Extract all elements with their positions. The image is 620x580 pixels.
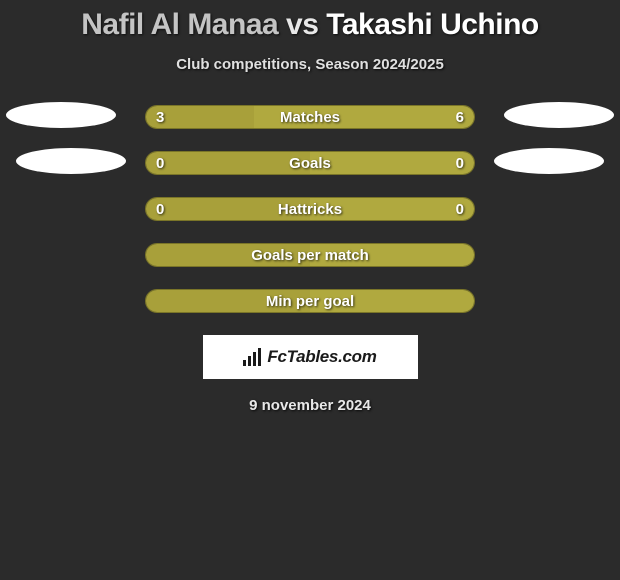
bar-left-segment [146, 290, 310, 312]
logo-bars-icon [243, 348, 261, 366]
bar-right-segment [254, 106, 474, 128]
stat-value-right: 0 [456, 198, 464, 220]
stat-row: Hattricks00 [0, 197, 620, 221]
logo-text: FcTables.com [267, 347, 376, 367]
stats-rows: Matches36Goals00Hattricks00Goals per mat… [0, 105, 620, 313]
stat-value-left: 0 [156, 152, 164, 174]
stat-value-left: 0 [156, 198, 164, 220]
subtitle: Club competitions, Season 2024/2025 [0, 56, 620, 73]
logo-box: FcTables.com [203, 335, 418, 379]
stat-row: Goals per match [0, 243, 620, 267]
stat-bar: Goals00 [145, 151, 475, 175]
bar-right-segment [310, 198, 474, 220]
stat-row: Goals00 [0, 151, 620, 175]
bar-right-segment [310, 244, 474, 266]
bar-left-segment [146, 198, 310, 220]
stat-row: Min per goal [0, 289, 620, 313]
bar-right-segment [310, 290, 474, 312]
player2-name: Takashi Uchino [326, 8, 539, 41]
stat-value-right: 6 [456, 106, 464, 128]
bar-left-segment [146, 244, 310, 266]
comparison-widget: Nafil Al Manaa vs Takashi Uchino Club co… [0, 0, 620, 414]
stat-value-right: 0 [456, 152, 464, 174]
stat-bar: Min per goal [145, 289, 475, 313]
bar-right-segment [310, 152, 474, 174]
stat-bar: Hattricks00 [145, 197, 475, 221]
stat-row: Matches36 [0, 105, 620, 129]
date-text: 9 november 2024 [0, 397, 620, 414]
vs-separator: vs [286, 8, 318, 41]
title: Nafil Al Manaa vs Takashi Uchino [0, 8, 620, 42]
stat-bar: Goals per match [145, 243, 475, 267]
player1-name: Nafil Al Manaa [81, 8, 278, 41]
bar-left-segment [146, 152, 310, 174]
stat-value-left: 3 [156, 106, 164, 128]
stat-bar: Matches36 [145, 105, 475, 129]
